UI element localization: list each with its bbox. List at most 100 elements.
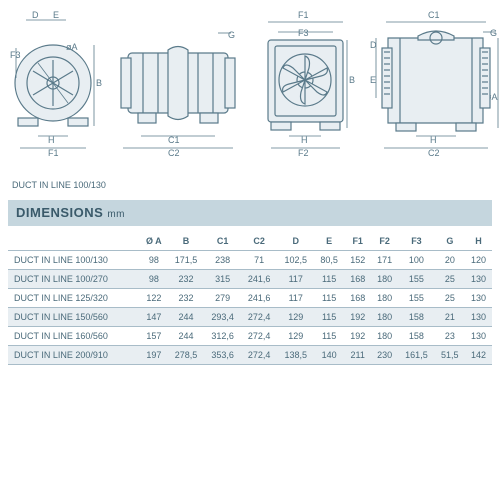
value-cell: 161,5 [398,346,435,365]
dimensions-unit: mm [107,209,125,220]
value-cell: 158 [398,308,435,327]
table-row: DUCT IN LINE 150/560147244293,4272,4129 1… [8,308,492,327]
value-cell: 157 [140,327,168,346]
dim-B: B [96,78,102,88]
model-cell: DUCT IN LINE 125/320 [8,289,140,308]
value-cell: 244 [168,308,205,327]
dim-H: H [48,135,55,145]
value-cell: 120 [465,251,492,270]
value-cell: 117 [277,289,314,308]
table-row: DUCT IN LINE 100/13098171,523871102,580,… [8,251,492,270]
diagram-side-view: G C1 C2 [113,8,243,168]
col-B: B [168,232,205,251]
dim-F2: F2 [298,148,309,158]
col-oA: Ø A [140,232,168,251]
value-cell: 180 [371,289,398,308]
value-cell: 71 [241,251,278,270]
value-cell: 244 [168,327,205,346]
value-cell: 272,4 [241,346,278,365]
dim-G: G [490,28,497,38]
dim-C1: C1 [168,135,180,145]
diagram-side-view-2: C1 G D E B øA [368,8,500,168]
value-cell: 230 [371,346,398,365]
value-cell: 130 [465,327,492,346]
table-header-row: Ø A B C1 C2 D E F1 F2 F3 G H [8,232,492,251]
model-cell: DUCT IN LINE 200/910 [8,346,140,365]
value-cell: 232 [168,289,205,308]
value-cell: 130 [465,289,492,308]
value-cell: 80,5 [314,251,344,270]
diagram-front-view: D E [8,8,103,168]
value-cell: 147 [140,308,168,327]
dim-D: D [32,10,39,20]
value-cell: 168 [344,270,371,289]
table-row: DUCT IN LINE 125/320122232279241,6117115… [8,289,492,308]
value-cell: 155 [398,270,435,289]
product-label: DUCT IN LINE 100/130 [12,180,492,190]
value-cell: 238 [204,251,241,270]
technical-diagrams: D E [8,8,492,168]
table-row: DUCT IN LINE 200/910197278,5353,6272,413… [8,346,492,365]
value-cell: 140 [314,346,344,365]
dim-F3: F3 [10,50,21,60]
value-cell: 129 [277,327,314,346]
value-cell: 192 [344,308,371,327]
dimensions-title: DIMENSIONS [16,205,103,220]
col-H: H [465,232,492,251]
value-cell: 312,6 [204,327,241,346]
value-cell: 278,5 [168,346,205,365]
col-F3: F3 [398,232,435,251]
value-cell: 211 [344,346,371,365]
value-cell: 158 [398,327,435,346]
value-cell: 168 [344,289,371,308]
value-cell: 122 [140,289,168,308]
dim-C2: C2 [168,148,180,158]
value-cell: 115 [314,289,344,308]
col-E: E [314,232,344,251]
value-cell: 23 [435,327,465,346]
value-cell: 272,4 [241,308,278,327]
value-cell: 117 [277,270,314,289]
value-cell: 272,4 [241,327,278,346]
dim-E: E [370,75,376,85]
col-F2: F2 [371,232,398,251]
diagram-front-view-2: F1 F3 [253,8,358,168]
value-cell: 241,6 [241,270,278,289]
dim-H: H [430,135,437,145]
col-D: D [277,232,314,251]
value-cell: 155 [398,289,435,308]
dim-E: E [53,10,59,20]
value-cell: 171,5 [168,251,205,270]
value-cell: 152 [344,251,371,270]
dim-oA: øA [66,42,78,52]
col-C1: C1 [204,232,241,251]
value-cell: 21 [435,308,465,327]
model-cell: DUCT IN LINE 100/270 [8,270,140,289]
value-cell: 142 [465,346,492,365]
value-cell: 232 [168,270,205,289]
col-F1: F1 [344,232,371,251]
value-cell: 130 [465,270,492,289]
value-cell: 180 [371,270,398,289]
value-cell: 197 [140,346,168,365]
value-cell: 138,5 [277,346,314,365]
col-C2: C2 [241,232,278,251]
value-cell: 98 [140,251,168,270]
dim-F1: F1 [298,10,309,20]
dim-B: B [349,75,355,85]
value-cell: 51,5 [435,346,465,365]
value-cell: 98 [140,270,168,289]
value-cell: 241,6 [241,289,278,308]
model-cell: DUCT IN LINE 160/560 [8,327,140,346]
value-cell: 315 [204,270,241,289]
dim-F1: F1 [48,148,59,158]
dim-C2: C2 [428,148,440,158]
value-cell: 129 [277,308,314,327]
value-cell: 130 [465,308,492,327]
value-cell: 100 [398,251,435,270]
value-cell: 180 [371,327,398,346]
table-row: DUCT IN LINE 100/27098232315241,61171151… [8,270,492,289]
model-cell: DUCT IN LINE 150/560 [8,308,140,327]
value-cell: 293,4 [204,308,241,327]
value-cell: 180 [371,308,398,327]
